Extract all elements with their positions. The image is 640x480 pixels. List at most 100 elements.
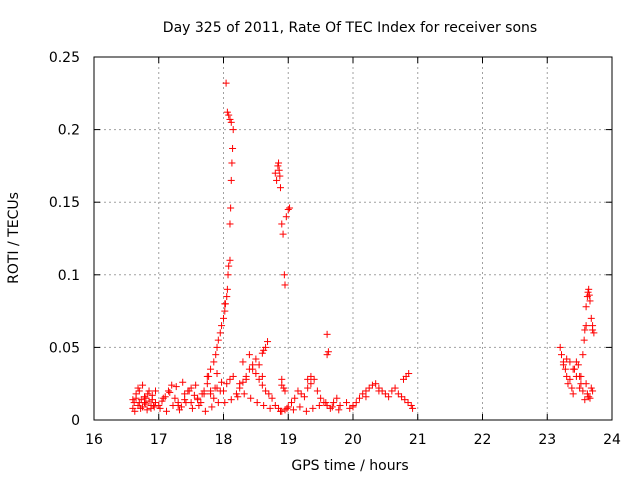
data-point (590, 329, 598, 337)
data-point (168, 381, 176, 389)
data-point (222, 79, 230, 87)
y-tick-labels: 0 0.05 0.1 0.15 0.2 0.25 (49, 50, 80, 429)
data-point (145, 387, 153, 395)
data-point (563, 372, 571, 380)
data-point (276, 407, 284, 415)
data-point (207, 365, 215, 373)
data-point (281, 387, 289, 395)
data-point (253, 399, 261, 407)
data-point (258, 381, 266, 389)
data-point (220, 387, 227, 395)
data-point (294, 387, 302, 395)
data-point (283, 404, 291, 412)
data-point (585, 393, 593, 401)
data-point (213, 370, 221, 378)
data-point (179, 378, 187, 386)
data-point (203, 380, 211, 388)
data-point (229, 126, 237, 134)
data-point (201, 407, 209, 415)
data-points (129, 79, 598, 415)
data-point (150, 403, 158, 411)
data-point (372, 380, 380, 388)
data-point (252, 355, 260, 363)
data-point (185, 387, 193, 395)
grid-lines (94, 57, 612, 420)
x-tick-label: 20 (344, 432, 362, 448)
data-point (247, 394, 255, 402)
data-point (214, 399, 222, 407)
data-point (216, 329, 224, 337)
y-tick-label: 0.1 (58, 268, 80, 284)
data-point (190, 391, 198, 399)
data-point (268, 394, 276, 402)
data-point (577, 372, 585, 380)
data-point (218, 378, 226, 386)
data-point (561, 365, 569, 373)
data-point (142, 394, 150, 402)
data-point (375, 387, 383, 395)
x-tick-label: 18 (215, 432, 233, 448)
data-point (225, 111, 233, 119)
data-point (304, 384, 312, 392)
data-point (323, 401, 331, 409)
data-point (328, 403, 336, 411)
data-point (210, 358, 218, 366)
data-point (324, 348, 332, 356)
data-point (300, 393, 308, 401)
data-point (278, 220, 286, 228)
x-axis-label: GPS time / hours (291, 458, 408, 474)
data-point (226, 115, 234, 123)
x-tick-label: 21 (409, 432, 427, 448)
data-point (381, 390, 389, 398)
data-point (147, 404, 155, 412)
data-point (313, 387, 321, 395)
data-point (227, 176, 235, 184)
data-point (589, 387, 597, 395)
data-point (220, 314, 227, 322)
data-point (158, 397, 166, 405)
data-point (579, 387, 587, 395)
data-point (586, 297, 594, 305)
data-point (239, 378, 247, 386)
data-point (286, 204, 294, 212)
data-point (307, 380, 315, 388)
data-point (271, 169, 279, 177)
data-point (135, 387, 143, 395)
data-point (155, 401, 163, 409)
data-point (557, 351, 565, 359)
data-point (211, 384, 219, 392)
data-point (210, 394, 218, 402)
data-point (214, 336, 222, 344)
data-point (365, 384, 373, 392)
data-point (304, 375, 312, 383)
y-tick-label: 0 (71, 413, 80, 429)
data-point (265, 390, 273, 398)
data-point (346, 404, 354, 412)
data-point (274, 162, 282, 170)
data-point (584, 288, 592, 296)
data-point (258, 349, 266, 357)
data-point (273, 176, 281, 184)
data-point (589, 326, 597, 334)
data-point (559, 361, 567, 369)
data-point (239, 358, 247, 366)
data-point (227, 118, 235, 126)
data-point (302, 407, 310, 415)
data-point (208, 403, 216, 411)
data-point (262, 387, 270, 395)
data-point (581, 326, 589, 334)
data-point (275, 166, 283, 174)
data-point (260, 401, 268, 409)
data-point (280, 271, 288, 279)
data-point (161, 393, 169, 401)
data-point (226, 375, 234, 383)
data-point (355, 394, 363, 402)
data-point (580, 336, 588, 344)
data-point (576, 384, 584, 392)
data-point (581, 396, 589, 404)
data-point (245, 351, 253, 359)
data-point (242, 375, 250, 383)
data-point (271, 401, 279, 409)
data-point (223, 108, 231, 116)
data-point (362, 393, 370, 401)
